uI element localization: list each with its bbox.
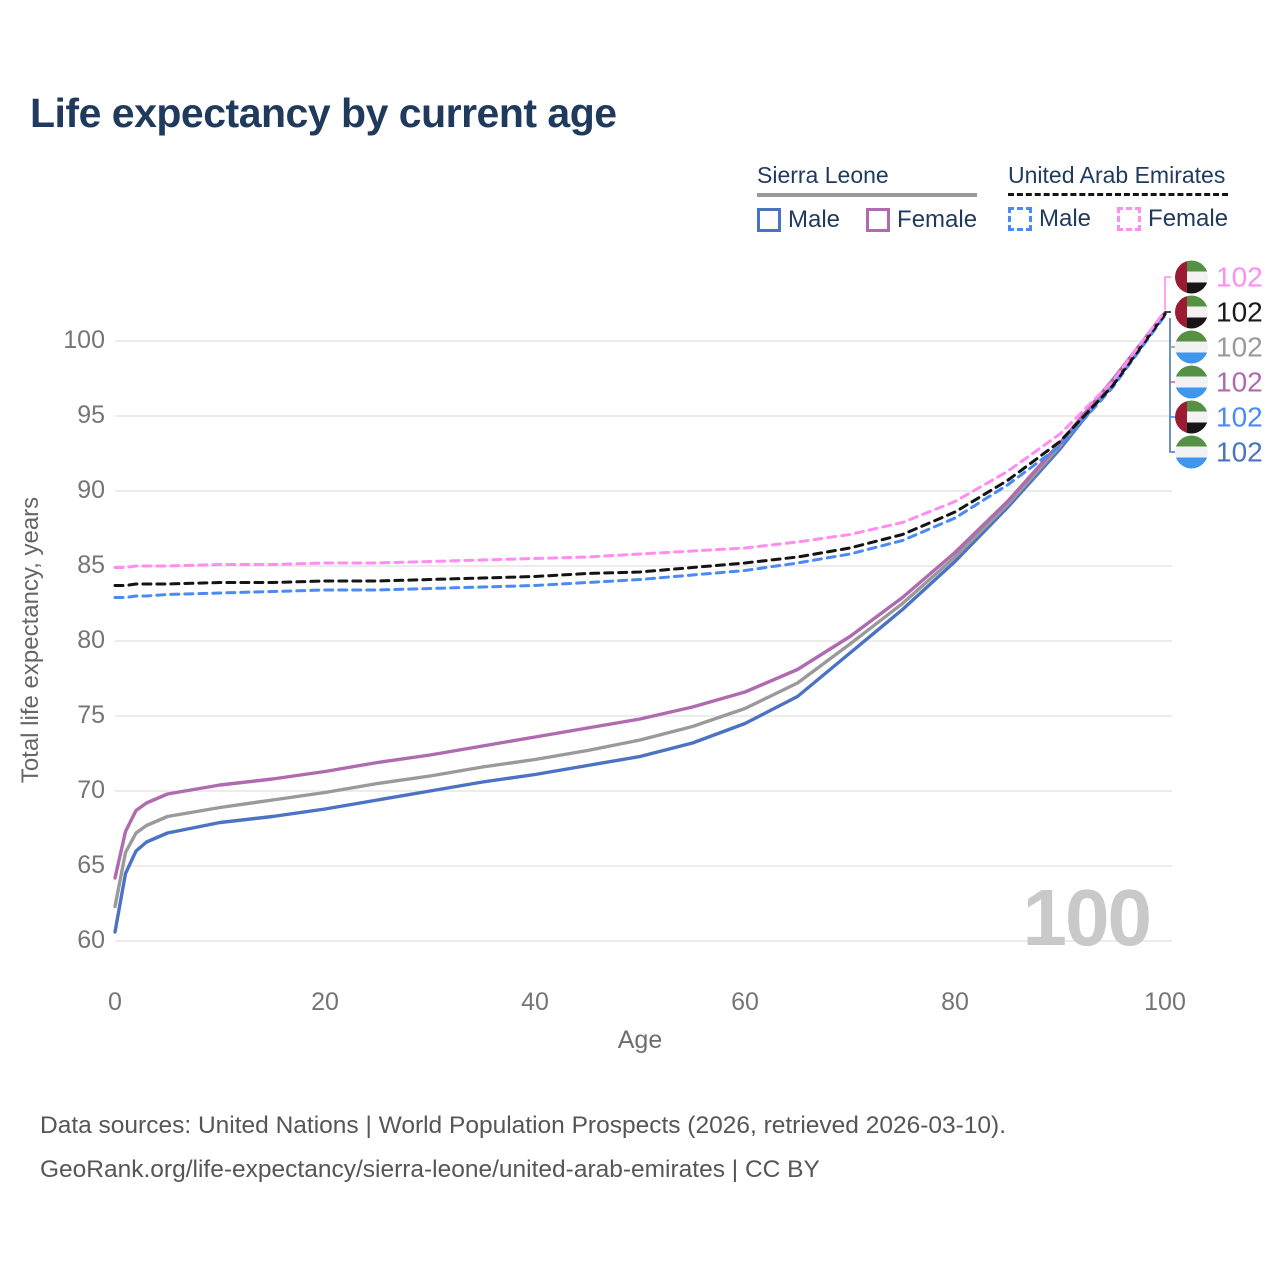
legend-country-line-sierra-leone: [757, 193, 978, 197]
legend-item-united-arab-emirates-female[interactable]: Female: [1117, 205, 1228, 233]
page-title: Life expectancy by current age: [30, 90, 617, 136]
uae-flag-icon: [1175, 260, 1208, 294]
series-line-united-arab-emirates-both-sexes: [113, 312, 1167, 587]
source-url-line: GeoRank.org/life-expectancy/sierra-leone…: [40, 1156, 820, 1183]
x-tick-100: 100: [1144, 988, 1186, 1016]
legend-country-title-united-arab-emirates: United Arab Emirates: [1008, 162, 1226, 188]
uae-flag-icon: [1175, 295, 1208, 329]
x-tick-20: 20: [311, 988, 339, 1016]
sierra-leone-flag-icon: [1175, 330, 1208, 364]
sierra-leone-flag-icon: [1175, 435, 1208, 469]
y-tick-75: 75: [77, 701, 105, 729]
end-label-value: 102: [1216, 261, 1263, 292]
data-source-line: Data sources: United Nations | World Pop…: [40, 1112, 1007, 1139]
end-label-value: 102: [1216, 296, 1263, 327]
series-line-sierra-leone-female: [113, 310, 1167, 880]
legend-country-title-sierra-leone: Sierra Leone: [757, 162, 889, 188]
end-label-row: 102: [1175, 365, 1263, 399]
y-tick-95: 95: [77, 401, 105, 429]
legend-swatch-icon: [1008, 207, 1032, 231]
sierra-leone-flag-icon: [1175, 365, 1208, 399]
series-line-united-arab-emirates-female: [113, 309, 1167, 569]
legend-item-label: Female: [1148, 205, 1229, 232]
end-label-value: 102: [1216, 366, 1263, 397]
y-tick-60: 60: [77, 926, 105, 954]
series-line-sierra-leone-male: [113, 312, 1167, 934]
series-line-united-arab-emirates-male: [113, 314, 1167, 599]
footer-attribution: Data sources: United Nations | World Pop…: [40, 1104, 1006, 1192]
end-label-row: 102: [1175, 435, 1263, 469]
legend-group-sierra-leone: Sierra Leone Male Female: [757, 162, 978, 234]
leader-line-uae-female: [1164, 276, 1171, 310]
legend-item-sierra-leone-female[interactable]: Female: [866, 206, 977, 234]
legend-swatch-icon: [757, 208, 781, 232]
end-label-row: 102: [1175, 400, 1263, 434]
x-tick-0: 0: [108, 988, 122, 1016]
x-axis-title: Age: [617, 1026, 663, 1054]
series-line-sierra-leone-both-sexes: [113, 312, 1167, 909]
y-tick-100: 100: [63, 326, 105, 354]
leader-line-sl-male: [1169, 318, 1175, 453]
legend-item-label: Male: [788, 206, 841, 233]
legend-group-uae: United Arab Emirates Male Female: [1008, 162, 1229, 233]
legend-swatch-icon: [1117, 207, 1142, 231]
uae-flag-icon: [1175, 400, 1208, 434]
x-tick-40: 40: [521, 988, 549, 1016]
x-tick-80: 80: [941, 988, 969, 1016]
end-label-value: 102: [1216, 401, 1263, 432]
y-tick-65: 65: [77, 851, 105, 879]
y-tick-90: 90: [77, 476, 105, 504]
y-tick-70: 70: [77, 776, 105, 804]
legend-item-sierra-leone-male[interactable]: Male: [757, 206, 840, 234]
hover-age-watermark: 100: [1022, 873, 1152, 962]
end-label-row: 102: [1175, 260, 1263, 294]
y-tick-80: 80: [77, 626, 105, 654]
legend-swatch-icon: [866, 208, 891, 232]
end-label-row: 102: [1175, 295, 1263, 329]
end-label-value: 102: [1216, 331, 1263, 362]
end-label-value: 102: [1216, 436, 1263, 467]
x-tick-60: 60: [731, 988, 759, 1016]
y-tick-85: 85: [77, 551, 105, 579]
legend-item-label: Male: [1039, 205, 1092, 232]
legend-country-line-united-arab-emirates: [1008, 193, 1229, 196]
legend-item-label: Female: [897, 206, 978, 233]
legend-item-united-arab-emirates-male[interactable]: Male: [1008, 205, 1091, 233]
end-label-row: 102: [1175, 330, 1263, 364]
